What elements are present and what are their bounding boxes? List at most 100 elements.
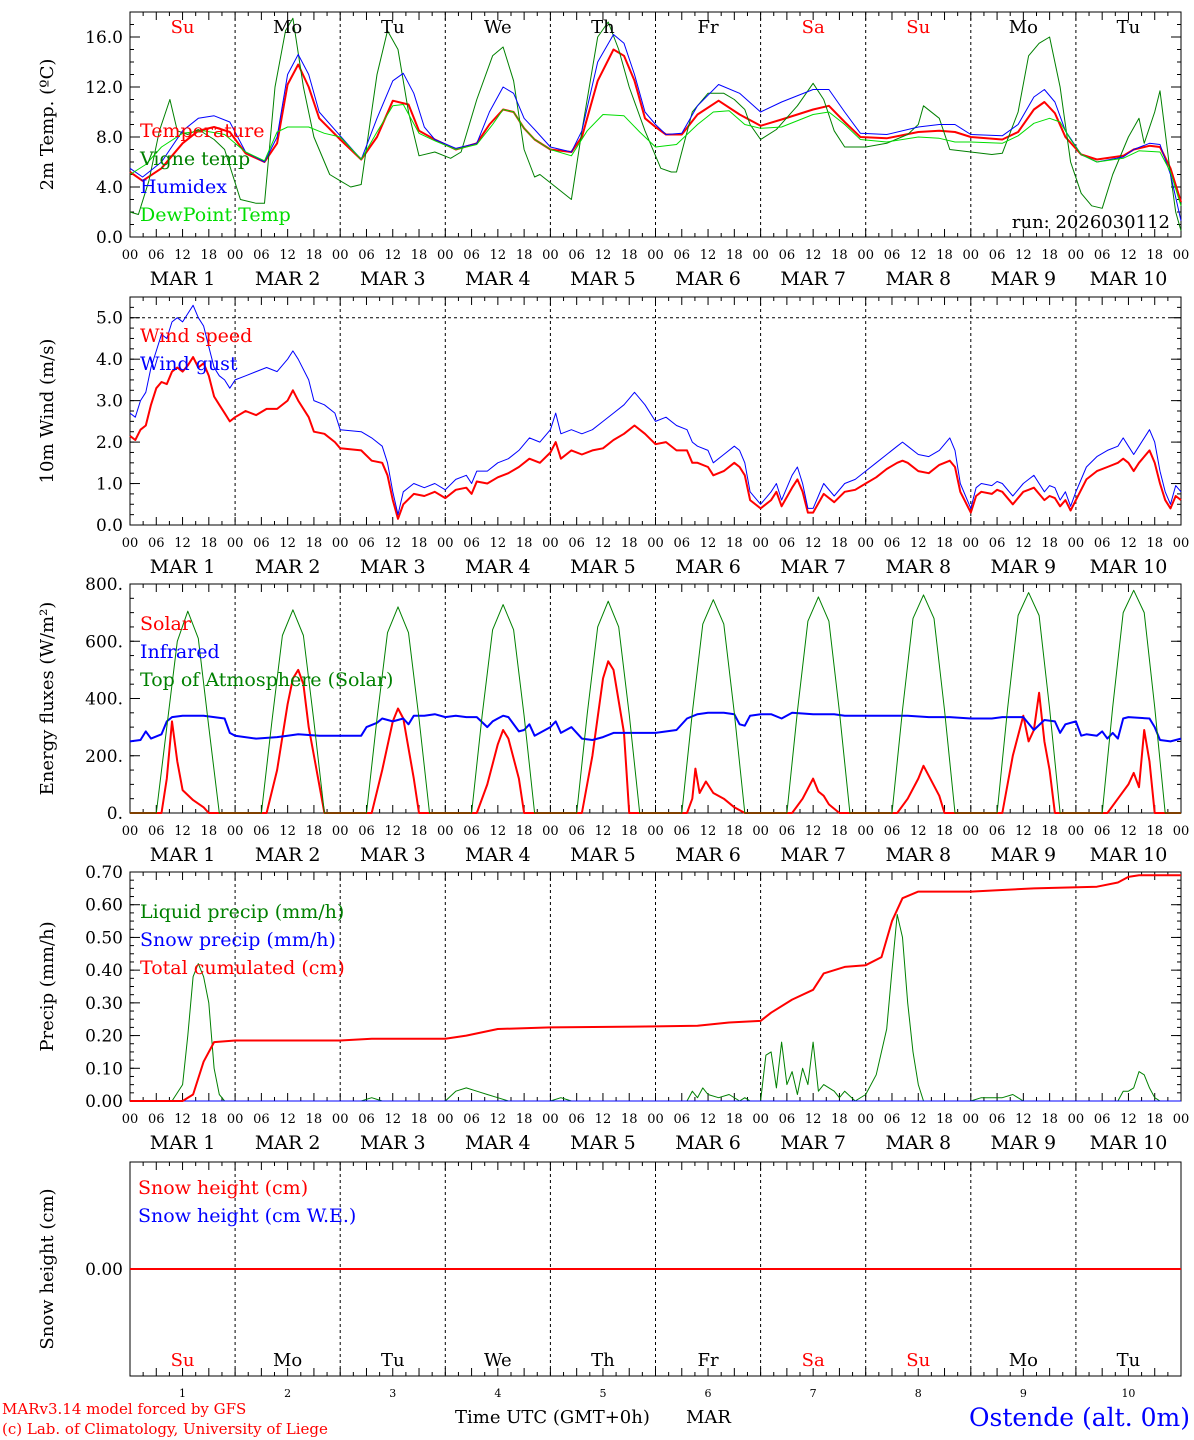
hour-label: 12 — [384, 824, 401, 839]
hour-label: 00 — [647, 536, 664, 551]
date-label: MAR 4 — [465, 556, 531, 578]
hour-label: 00 — [857, 536, 874, 551]
hour-label: 12 — [1120, 824, 1137, 839]
hour-label: 12 — [490, 248, 507, 263]
hour-label: 12 — [700, 824, 717, 839]
x-axis-month: MAR — [686, 1407, 731, 1428]
hour-label: 00 — [752, 536, 769, 551]
hour-label: 00 — [1068, 536, 1085, 551]
hour-label: 06 — [463, 1112, 480, 1127]
date-label: MAR 10 — [1090, 268, 1168, 290]
weekday-label: We — [484, 1350, 512, 1371]
date-label: MAR 6 — [675, 844, 741, 866]
hour-label: 12 — [1015, 248, 1032, 263]
hour-label: 12 — [910, 248, 927, 263]
hour-label: 00 — [857, 1112, 874, 1127]
hour-label: 06 — [674, 1112, 691, 1127]
hour-label: 12 — [279, 824, 296, 839]
date-label: MAR 5 — [570, 844, 636, 866]
hour-label: 18 — [1041, 824, 1058, 839]
hour-label: 06 — [463, 824, 480, 839]
panel-precip: 0.00 0.10 0.20 0.30 0.40 0.50 0.60 0.70 Precip (… — [37, 863, 1189, 1154]
hour-label: 06 — [253, 536, 270, 551]
hour-label: 18 — [1146, 824, 1163, 839]
series-line — [130, 589, 1181, 814]
hour-label: 00 — [542, 536, 559, 551]
day-number-label: 4 — [494, 1387, 501, 1400]
y-axis-title: 10m Wind (m/s) — [37, 339, 58, 484]
hour-label: 18 — [411, 536, 428, 551]
hour-label: 18 — [411, 248, 428, 263]
hour-label: 00 — [857, 248, 874, 263]
date-label: MAR 2 — [255, 1132, 321, 1154]
hour-label: 06 — [568, 248, 585, 263]
hour-label: 00 — [1173, 248, 1190, 263]
date-label: MAR 1 — [150, 1132, 216, 1154]
location-title: Ostende (alt. 0m) — [969, 1403, 1190, 1432]
hour-label: 12 — [1015, 824, 1032, 839]
hour-label: 00 — [1068, 248, 1085, 263]
day-number-label: 3 — [389, 1387, 396, 1400]
hour-label: 00 — [1173, 824, 1190, 839]
hour-label: 00 — [647, 824, 664, 839]
hour-label: 00 — [437, 248, 454, 263]
hour-label: 18 — [936, 248, 953, 263]
day-number-label: 9 — [1020, 1387, 1027, 1400]
hour-label: 00 — [1068, 824, 1085, 839]
hour-label: 12 — [174, 248, 191, 263]
legend-entry: Snow precip (mm/h) — [140, 929, 336, 951]
y-tick-label: 4.0 — [96, 178, 123, 198]
y-axis-title: Energy fluxes (W/m²) — [37, 602, 58, 796]
hour-label: 06 — [989, 248, 1006, 263]
hour-label: 12 — [174, 824, 191, 839]
hour-label: 12 — [700, 536, 717, 551]
hour-label: 12 — [910, 1112, 927, 1127]
hour-label: 06 — [989, 824, 1006, 839]
hour-label: 18 — [516, 536, 533, 551]
date-label: MAR 3 — [360, 268, 426, 290]
hour-label: 12 — [910, 536, 927, 551]
weekday-label: Tu — [1117, 17, 1141, 38]
hour-label: 18 — [621, 536, 638, 551]
hour-label: 18 — [831, 824, 848, 839]
y-tick-label: 0.40 — [85, 961, 123, 981]
run-label: run: 2026030112 — [1012, 212, 1170, 233]
hour-label: 00 — [963, 824, 980, 839]
hour-label: 12 — [1120, 536, 1137, 551]
date-label: MAR 1 — [150, 556, 216, 578]
legend-entry: Wind speed — [140, 325, 252, 347]
weekday-label: Mo — [273, 1350, 302, 1371]
y-tick-label: 2.0 — [96, 433, 123, 453]
hour-label: 00 — [1173, 536, 1190, 551]
legend-entry: Humidex — [140, 176, 227, 198]
hour-label: 18 — [1146, 1112, 1163, 1127]
hour-label: 12 — [1015, 1112, 1032, 1127]
date-label: MAR 4 — [465, 1132, 531, 1154]
hour-label: 06 — [1094, 1112, 1111, 1127]
series-line — [130, 660, 1181, 814]
hour-label: 12 — [595, 536, 612, 551]
date-label: MAR 9 — [991, 1132, 1057, 1154]
series-line — [129, 304, 1182, 516]
weekday-label: Su — [171, 1350, 195, 1371]
hour-label: 00 — [332, 824, 349, 839]
hour-label: 00 — [332, 248, 349, 263]
hour-label: 12 — [805, 536, 822, 551]
date-label: MAR 7 — [780, 844, 846, 866]
hour-label: 06 — [253, 1112, 270, 1127]
hour-label: 06 — [779, 1112, 796, 1127]
y-tick-label: 4.0 — [96, 350, 123, 370]
hour-label: 06 — [568, 1112, 585, 1127]
y-tick-label: 0. — [107, 804, 123, 824]
hour-label: 00 — [122, 1112, 139, 1127]
hour-label: 00 — [437, 824, 454, 839]
date-label: MAR 5 — [570, 556, 636, 578]
hour-label: 00 — [752, 248, 769, 263]
hour-label: 00 — [963, 536, 980, 551]
hour-label: 12 — [1120, 248, 1137, 263]
weekday-label: Fr — [698, 1350, 719, 1371]
hour-label: 06 — [674, 824, 691, 839]
series-line — [130, 914, 1181, 1102]
hour-label: 12 — [805, 1112, 822, 1127]
y-tick-label: 0.20 — [85, 1027, 123, 1047]
